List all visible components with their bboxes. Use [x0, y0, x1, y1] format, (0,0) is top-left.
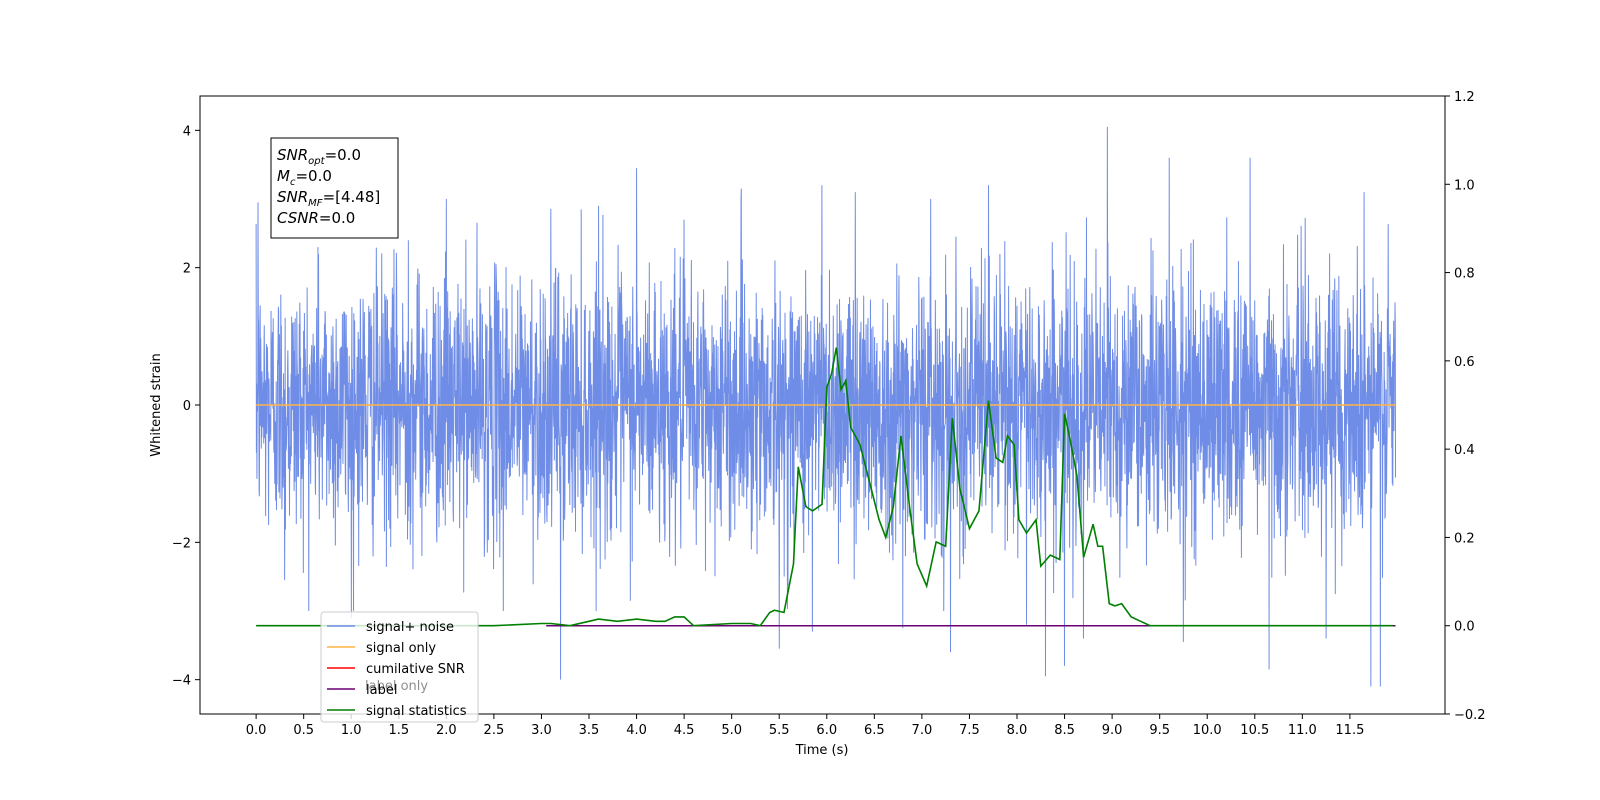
x-tick-label: 10.0 [1193, 723, 1222, 738]
x-tick-label: 6.5 [864, 723, 885, 738]
y-left-tick-label: 0 [183, 399, 191, 414]
x-axis: 0.0 0.5 1.0 1.5 2.0 2.5 3.0 3.5 4.0 4.5 5.0 5.5 6.0 6… [246, 714, 1364, 738]
annotation-line: CSNR=0.0 [277, 209, 355, 227]
y-left-tick-label: 4 [183, 124, 191, 139]
x-tick-label: 10.5 [1240, 723, 1269, 738]
annotation-line: Mc=0.0 [277, 167, 332, 188]
legend-entry: cumilative SNR [366, 662, 465, 677]
x-tick-label: 5.5 [769, 723, 790, 738]
y-left-tick-label: 2 [183, 262, 191, 277]
x-tick-label: 8.0 [1007, 723, 1028, 738]
annotation-line: SNRopt=0.0 [277, 146, 361, 167]
x-tick-label: 3.5 [579, 723, 600, 738]
y-right-tick-label: 0.2 [1454, 531, 1475, 546]
x-tick-label: 7.5 [959, 723, 980, 738]
legend-entry: signal statistics [366, 704, 467, 719]
legend-frame [320, 611, 479, 723]
x-tick-label: 9.0 [1102, 723, 1123, 738]
x-tick-label: 6.0 [816, 723, 837, 738]
x-tick-label: 8.5 [1054, 723, 1075, 738]
series-signal-noise [255, 126, 1397, 687]
x-tick-label: 2.5 [484, 723, 505, 738]
x-tick-label: 0.0 [246, 723, 267, 738]
legend: label only signal+ noise signal only cumil… [320, 611, 479, 723]
y-right-tick-label: 0.0 [1454, 620, 1475, 635]
legend-ghost-text: label only [365, 679, 428, 694]
x-tick-label: 7.0 [912, 723, 933, 738]
y-right-tick-label: 0.4 [1454, 443, 1475, 458]
y-axis-right: −0.2 0.0 0.2 0.4 0.6 0.8 1.0 1.2 [1445, 90, 1486, 723]
x-tick-label: 9.5 [1149, 723, 1170, 738]
x-tick-label: 0.5 [293, 723, 314, 738]
annotation-line: SNRMF=[4.48] [277, 188, 380, 209]
legend-entry: signal only [366, 641, 436, 656]
x-tick-label: 2.0 [436, 723, 457, 738]
y-right-tick-label: −0.2 [1454, 708, 1486, 723]
x-tick-label: 4.0 [626, 723, 647, 738]
y-right-tick-label: 1.0 [1454, 178, 1475, 193]
y-left-tick-label: −2 [172, 536, 191, 551]
x-tick-label: 11.0 [1288, 723, 1317, 738]
x-tick-label: 1.5 [388, 723, 409, 738]
y-axis-left: −4 −2 0 2 4 [172, 124, 200, 689]
legend-entry: signal+ noise [366, 620, 454, 635]
x-axis-label: Time (s) [795, 743, 849, 758]
x-tick-label: 5.0 [721, 723, 742, 738]
legend-entry: label [366, 683, 397, 698]
y-left-tick-label: −4 [172, 674, 191, 689]
x-tick-label: 1.0 [341, 723, 362, 738]
x-tick-label: 3.0 [531, 723, 552, 738]
y-axis-label-left: Whitened strain [149, 353, 164, 456]
y-right-tick-label: 0.8 [1454, 267, 1475, 282]
y-right-tick-label: 0.6 [1454, 355, 1475, 370]
x-tick-label: 4.5 [674, 723, 695, 738]
y-right-tick-label: 1.2 [1454, 90, 1475, 105]
series-layer [255, 126, 1397, 687]
series-signal-statistics [256, 347, 1393, 627]
x-tick-label: 11.5 [1335, 723, 1364, 738]
